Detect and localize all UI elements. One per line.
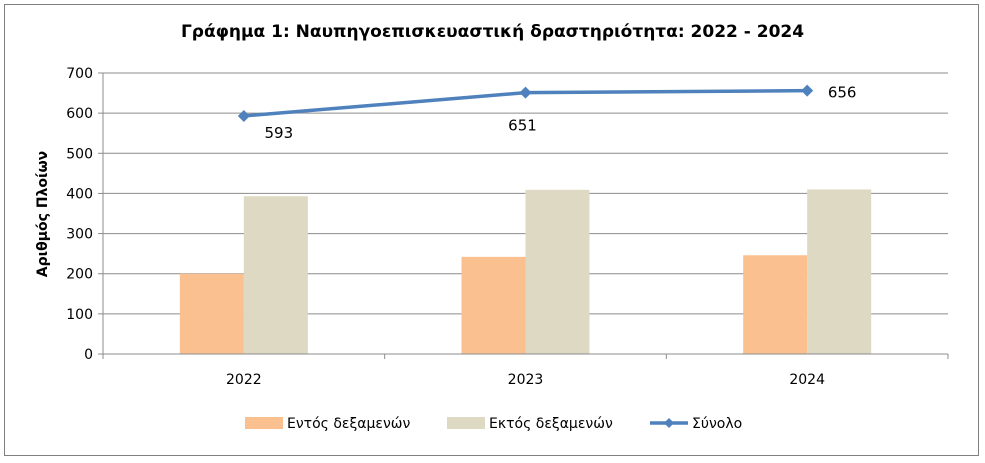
legend-swatch (447, 417, 485, 429)
bar (179, 273, 244, 354)
data-label: 593 (265, 124, 294, 142)
legend-label: Εντός δεξαμενών (287, 416, 411, 432)
chart-title: Γράφημα 1: Ναυπηγοεπισκευαστική δραστηρι… (180, 22, 805, 42)
total-marker (519, 86, 532, 99)
y-tick-label: 300 (66, 227, 93, 243)
y-tick-label: 100 (66, 307, 93, 323)
bar (461, 256, 526, 354)
bar (743, 255, 808, 354)
total-marker (801, 84, 814, 97)
y-tick-label: 200 (66, 267, 93, 283)
total-marker (237, 109, 250, 122)
y-tick-label: 600 (66, 106, 93, 122)
y-tick-label: 500 (66, 146, 93, 162)
legend-label: Σύνολο (692, 416, 742, 432)
x-tick-label: 2023 (508, 372, 544, 388)
bar (807, 189, 872, 354)
bar (525, 189, 590, 354)
y-axis-label: Αριθμός Πλοίων (35, 151, 51, 277)
legend-marker (664, 418, 674, 428)
legend-label: Εκτός δεξαμενών (489, 416, 613, 432)
y-tick-label: 700 (66, 66, 93, 82)
x-tick-label: 2022 (226, 372, 262, 388)
y-tick-label: 400 (66, 186, 93, 202)
x-tick-label: 2024 (789, 372, 825, 388)
bar (243, 196, 308, 354)
data-label: 651 (508, 117, 537, 135)
y-tick-label: 0 (84, 347, 93, 363)
data-label: 656 (828, 84, 857, 102)
legend-swatch (245, 417, 283, 429)
